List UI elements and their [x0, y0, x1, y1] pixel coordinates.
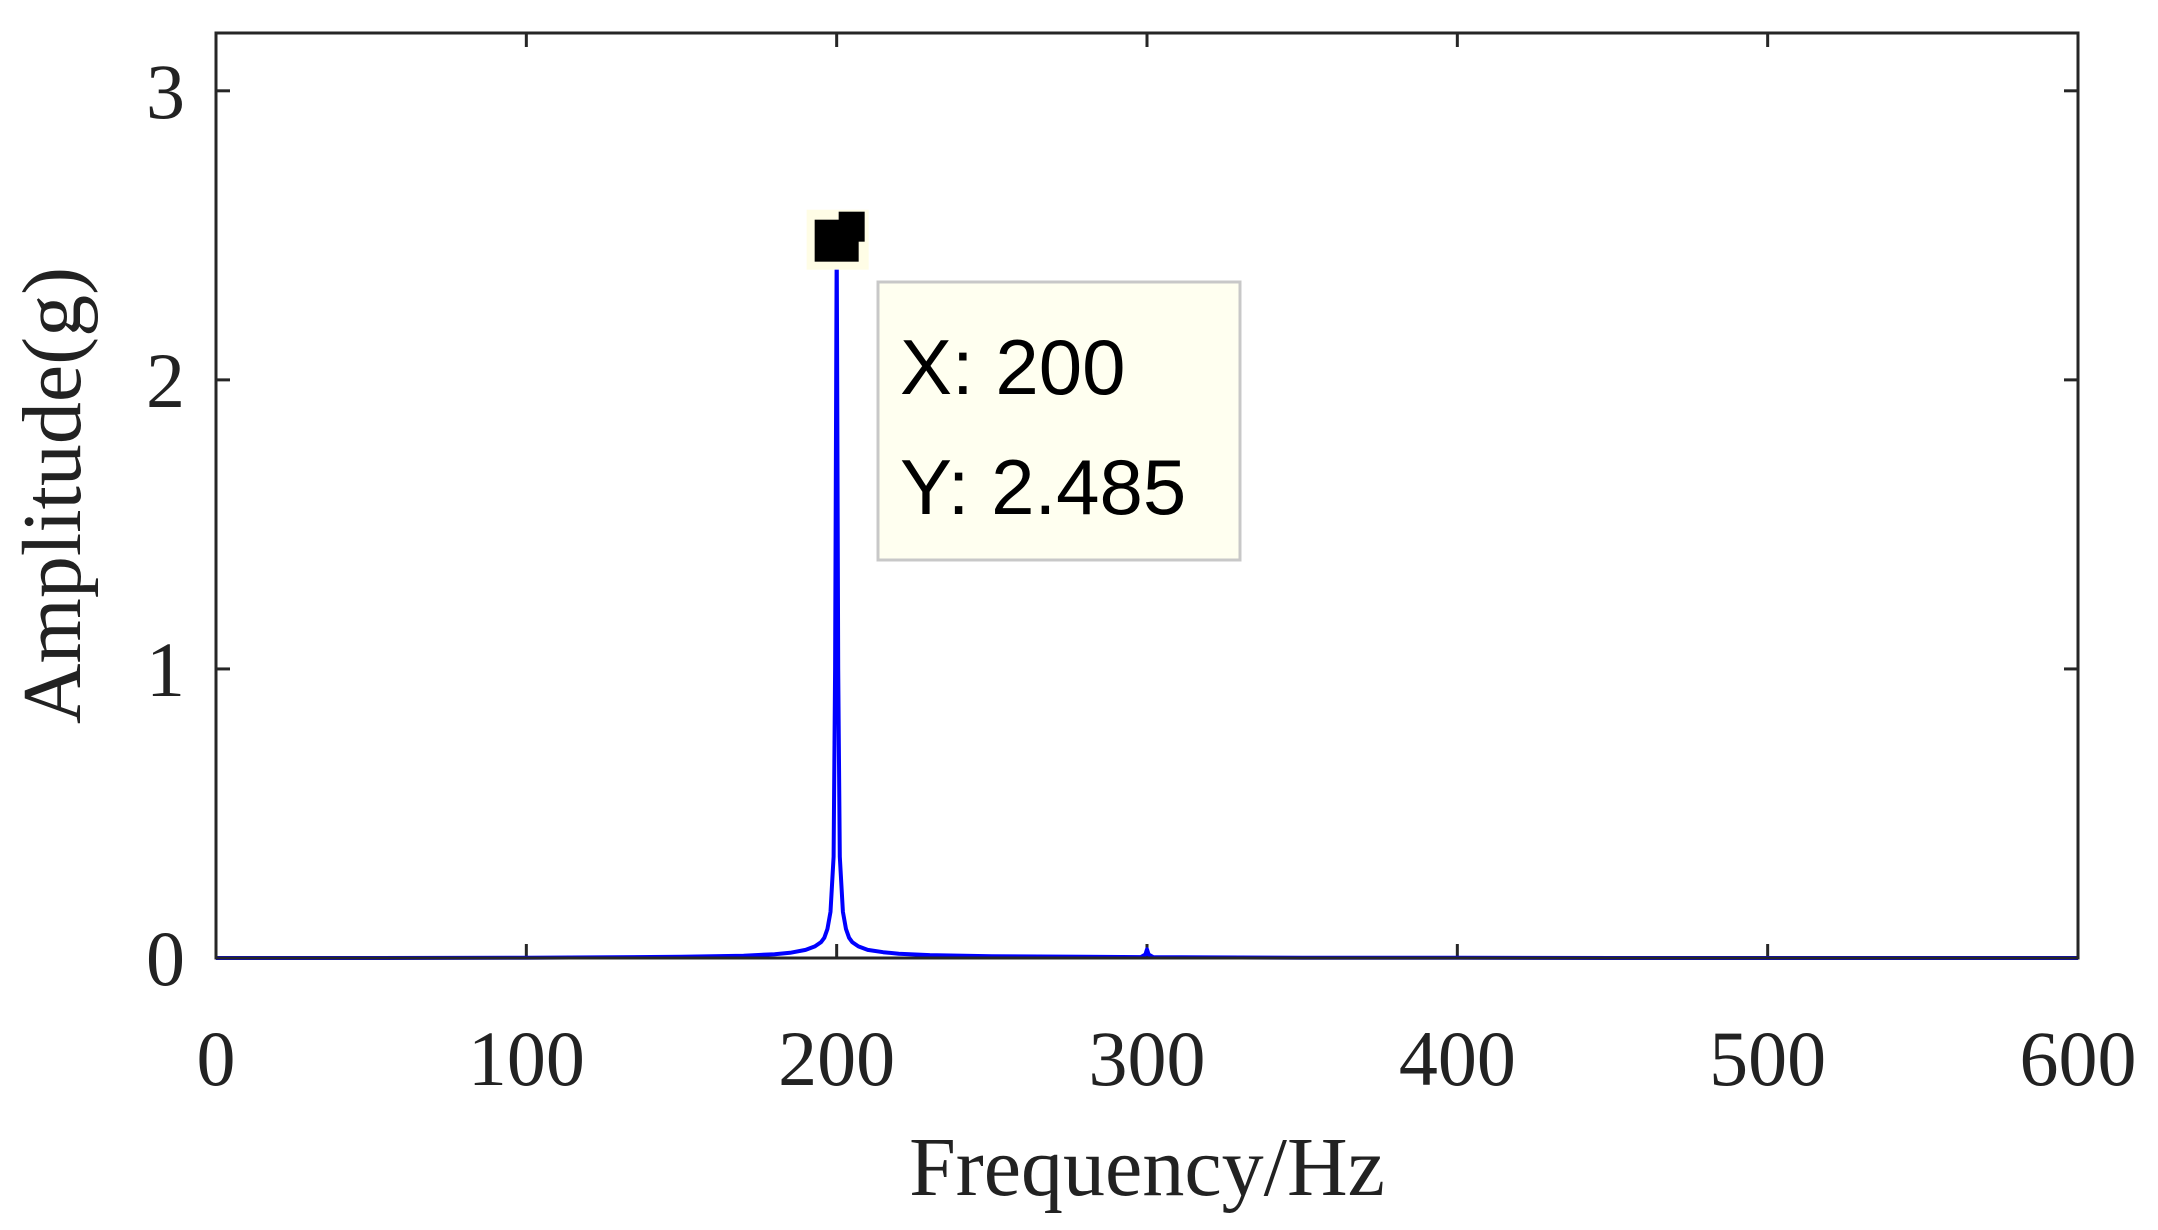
y-tick-label: 2	[146, 337, 185, 424]
x-tick-label: 100	[468, 1015, 585, 1102]
y-axis-label: Amplitude(g)	[6, 267, 99, 724]
x-tick-label: 300	[1089, 1015, 1206, 1102]
y-tick-label: 3	[146, 48, 185, 135]
datatip-x-text: X: 200	[900, 323, 1126, 411]
datatip-marker-shadow	[838, 211, 865, 242]
y-tick-labels: 0 1 2 3	[146, 48, 185, 1002]
x-tick-label: 600	[2020, 1015, 2137, 1102]
datatip-box	[876, 280, 1242, 562]
plot-frame	[214, 31, 2080, 960]
x-tick-labels: 0 100 200 300 400 500 600	[197, 1015, 2137, 1102]
x-tick-label: 400	[1399, 1015, 1516, 1102]
x-axis-label: Frequency/Hz	[909, 1121, 1385, 1214]
x-tick-label: 200	[778, 1015, 895, 1102]
x-tick-label: 500	[1709, 1015, 1826, 1102]
y-tick-label: 1	[146, 626, 185, 713]
datatip-y-text: Y: 2.485	[900, 443, 1186, 531]
y-tick-label: 0	[146, 915, 185, 1002]
datatip[interactable]: X: 200 Y: 2.485	[806, 209, 1242, 562]
x-tick-label: 0	[197, 1015, 236, 1102]
